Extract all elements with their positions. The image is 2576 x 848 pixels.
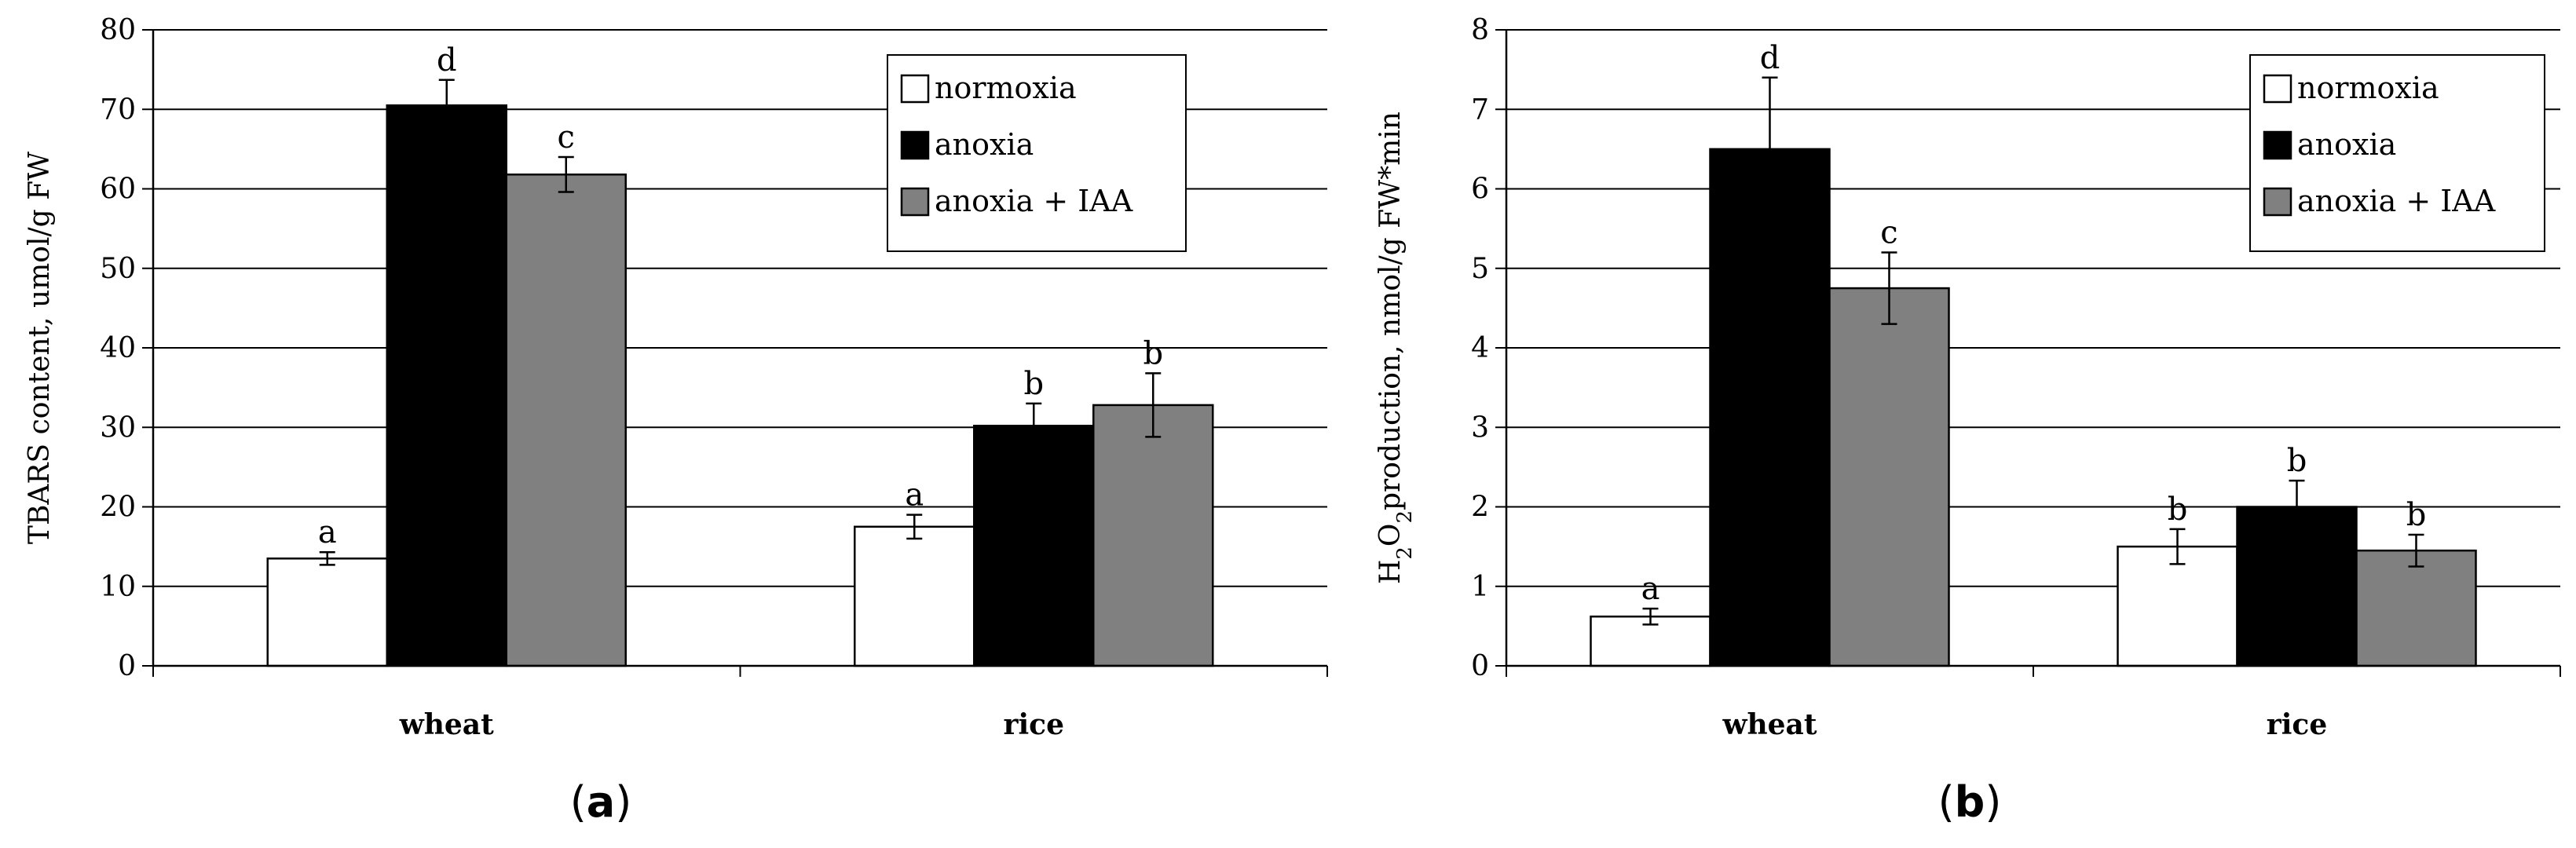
bar-rice-anoxia-iaa: [1092, 404, 1214, 667]
panel-label-close-paren: ): [1985, 777, 2001, 827]
bar-rice-normoxia: [854, 525, 975, 667]
y-tick-label: 1: [1471, 571, 1489, 603]
legend-swatch: [2263, 74, 2292, 104]
legend: normoxia anoxia anoxia + IAA: [2249, 54, 2545, 252]
y-tick-label: 40: [100, 332, 136, 364]
bar-wheat-normoxia: [266, 557, 388, 667]
panel-label: (b): [1938, 777, 2002, 827]
x-category-label: wheat: [1722, 708, 1817, 741]
chart-panel-b: 012345678adcwheatbbbriceH2O2production, …: [1374, 14, 2561, 827]
legend-label: anoxia + IAA: [2297, 184, 2496, 218]
y-tick-label: 60: [100, 174, 136, 206]
x-category-label: rice: [2267, 708, 2327, 741]
y-tick-label: 0: [1471, 650, 1489, 682]
y-tick-label: 5: [1471, 253, 1489, 285]
legend-label: normoxia: [2297, 71, 2439, 105]
y-tick-label: 4: [1471, 332, 1489, 364]
y-axis-label-part: production, nmol/g FW*min: [1374, 111, 1407, 510]
y-tick-label: 8: [1471, 14, 1489, 46]
legend-swatch: [900, 187, 930, 217]
bar-wheat-anoxia: [386, 104, 507, 667]
legend-label: anoxia: [2297, 127, 2396, 162]
legend-swatch: [2263, 130, 2292, 160]
legend-label: anoxia: [935, 127, 1034, 162]
y-axis-label: TBARS content, umol/g FW: [24, 152, 56, 544]
panel-label-close-paren: ): [615, 777, 631, 827]
significance-label: d: [437, 42, 457, 79]
y-axis-label-part: O: [1374, 524, 1407, 547]
panel-label-letter: b: [1955, 777, 1985, 827]
panel-label: (a): [570, 777, 632, 827]
significance-label: a: [318, 514, 337, 550]
significance-label: b: [1023, 366, 1044, 402]
x-category-label: rice: [1004, 708, 1064, 741]
bar-wheat-anoxia: [1709, 148, 1831, 667]
legend-swatch: [900, 130, 930, 160]
legend-label: anoxia + IAA: [935, 184, 1133, 218]
y-axis-label-subscript: 2: [1393, 546, 1417, 560]
y-tick-label: 80: [100, 14, 136, 46]
bar-rice-anoxia-iaa: [2355, 549, 2477, 667]
significance-label: b: [2406, 497, 2427, 533]
y-tick-label: 10: [100, 571, 136, 603]
significance-label: c: [558, 119, 575, 155]
legend-label: normoxia: [935, 71, 1077, 105]
y-tick-label: 0: [118, 650, 136, 682]
legend-box: [2249, 54, 2545, 252]
legend-box: [887, 54, 1187, 252]
bar-wheat-anoxia-iaa: [1828, 287, 1950, 667]
legend-swatch: [900, 74, 930, 104]
significance-label: b: [1143, 335, 1163, 371]
y-tick-label: 50: [100, 253, 136, 285]
y-axis-label-part: H: [1374, 560, 1407, 584]
significance-label: c: [1880, 215, 1897, 251]
y-axis-label-part: TBARS content, umol/g FW: [24, 152, 56, 544]
chart-panel-a: 0 10 20 30 40 50 60 70 80 a d c wheat a b b rice TBARS co…: [24, 14, 1328, 827]
y-tick-label: 30: [100, 411, 136, 444]
y-axis-label: H2O2production, nmol/g FW*min: [1374, 111, 1417, 584]
x-category-label: wheat: [399, 708, 494, 741]
y-axis-label-subscript: 2: [1393, 510, 1417, 524]
bar-rice-normoxia: [2117, 545, 2238, 667]
significance-label: d: [1760, 40, 1780, 76]
significance-label: b: [2287, 443, 2307, 479]
legend: normoxia anoxia anoxia + IAA: [887, 54, 1187, 252]
panel-label-letter: a: [587, 777, 615, 827]
y-tick-label: 20: [100, 492, 136, 524]
significance-label: a: [1641, 571, 1660, 607]
significance-label: b: [2168, 492, 2188, 528]
panel-label-open-paren: (: [1938, 777, 1955, 827]
y-tick-label: 6: [1471, 174, 1489, 206]
panel-label-open-paren: (: [570, 777, 587, 827]
y-tick-label: 3: [1471, 411, 1489, 444]
y-tick-label: 2: [1471, 492, 1489, 524]
y-tick-label: 7: [1471, 93, 1489, 126]
legend-swatch: [2263, 187, 2292, 217]
y-tick-label: 70: [100, 93, 136, 126]
significance-label: a: [905, 477, 924, 514]
bar-rice-anoxia: [973, 424, 1095, 667]
bar-wheat-anoxia-iaa: [505, 174, 627, 667]
